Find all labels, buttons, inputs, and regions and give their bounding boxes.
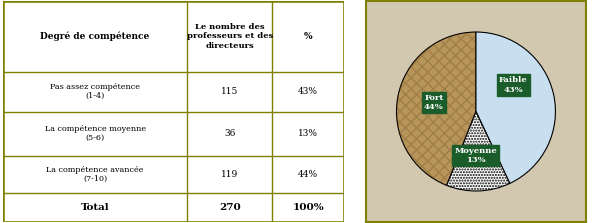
Text: Degré de compétence: Degré de compétence [41,32,149,41]
Text: 119: 119 [221,170,238,179]
Text: 36: 36 [224,129,235,138]
Text: 270: 270 [219,203,241,212]
Wedge shape [396,32,476,185]
Text: %: % [304,32,313,41]
Text: 44%: 44% [298,170,318,179]
Text: 115: 115 [221,87,238,96]
Text: Total: Total [81,203,110,212]
Text: Fort
44%: Fort 44% [424,94,444,111]
Text: Le nombre des
professeurs et des
directeurs: Le nombre des professeurs et des directe… [186,23,273,50]
Text: Faible
43%: Faible 43% [499,76,528,94]
Wedge shape [476,32,555,183]
Text: 100%: 100% [292,203,324,212]
Text: Pas assez compétence
(1-4): Pas assez compétence (1-4) [50,83,140,100]
Text: Moyenne
13%: Moyenne 13% [454,147,497,164]
Text: 43%: 43% [298,87,318,96]
Text: La compétence avancée
(7-10): La compétence avancée (7-10) [47,166,144,183]
Text: 13%: 13% [298,129,318,138]
Text: La compétence moyenne
(5-6): La compétence moyenne (5-6) [45,125,146,142]
Wedge shape [446,112,510,191]
FancyBboxPatch shape [365,1,586,222]
